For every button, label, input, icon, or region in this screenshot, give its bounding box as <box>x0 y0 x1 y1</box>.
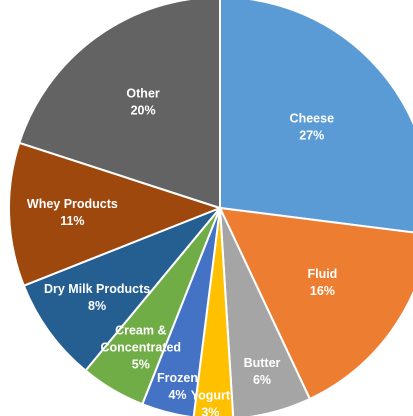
slice-name-label: Cheese <box>290 112 335 126</box>
pie-slice-butter <box>219 207 312 416</box>
slice-name-label: Other <box>126 87 159 101</box>
pie-label-dry-milk-products: Dry Milk Products 8% <box>44 282 150 313</box>
pie-slice-cheese <box>219 0 413 234</box>
slice-percent-label: 27% <box>299 129 324 143</box>
pie-label-yogurt: Yogurt 3% <box>191 389 231 416</box>
pie-slice-yogurt <box>192 207 235 416</box>
slice-name-label: Whey Products <box>27 197 118 211</box>
slice-name-label: Dry Milk Products <box>44 282 150 296</box>
slice-percent-label: 5% <box>132 357 150 371</box>
slice-name-label: Concentrated <box>101 340 182 354</box>
pie-label-frozen: Frozen 4% <box>157 371 198 402</box>
pie-label-cream-and-concentrated: Cream & Concentrated 5% <box>101 323 182 371</box>
slice-name-label: Fluid <box>307 267 337 281</box>
pie-labels: Cheese 27% Fluid 16% Butter 6% Yogurt 3% Frozen 4… <box>27 87 337 416</box>
slice-name-label: Frozen <box>157 371 198 385</box>
pie-label-butter: Butter 6% <box>244 356 281 387</box>
pie-slice-other <box>18 0 221 210</box>
slice-percent-label: 3% <box>201 406 219 416</box>
slice-percent-label: 4% <box>168 388 186 402</box>
pie-label-cheese: Cheese 27% <box>290 112 335 143</box>
slice-percent-label: 20% <box>131 104 156 118</box>
slice-percent-label: 8% <box>88 299 106 313</box>
slice-percent-label: 6% <box>253 373 271 387</box>
pie-slice-fluid <box>218 206 413 401</box>
slice-name-label: Butter <box>244 356 281 370</box>
slice-percent-label: 11% <box>60 214 84 228</box>
pie-slices <box>8 0 413 416</box>
pie-slice-whey-products <box>8 141 223 287</box>
pie-label-fluid: Fluid 16% <box>307 267 337 298</box>
pie-label-other: Other 20% <box>126 87 159 118</box>
slice-percent-label: 16% <box>310 284 335 298</box>
pie-slice-dry-milk-products <box>22 207 221 372</box>
slice-name-label: Yogurt <box>191 389 231 403</box>
slice-name-label: Cream & <box>115 323 166 337</box>
pie-label-whey-products: Whey Products 11% <box>27 197 118 228</box>
